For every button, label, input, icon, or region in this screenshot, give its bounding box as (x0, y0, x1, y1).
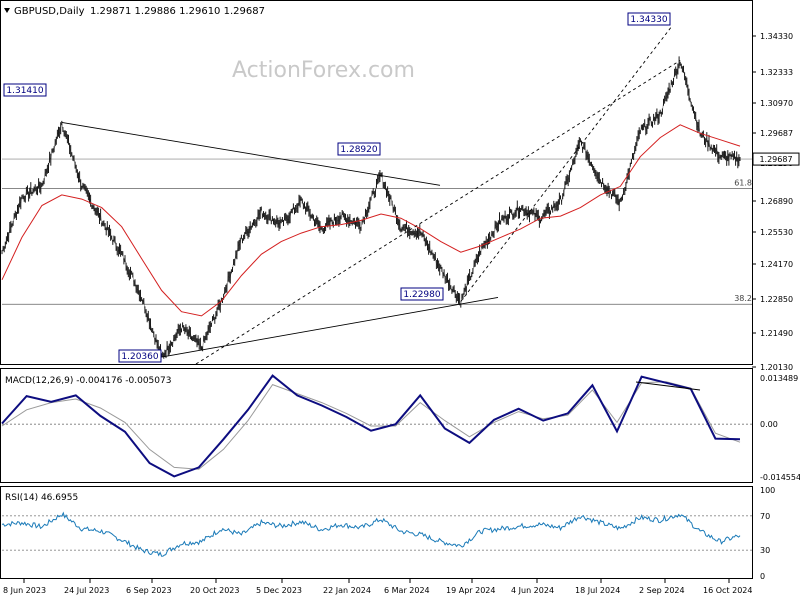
price-y-tick-label: 1.25530 (760, 228, 793, 237)
macd-divergence-line (635, 381, 701, 391)
x-tick-label: 8 Jun 2023 (3, 586, 46, 595)
moving-average-line (1, 124, 741, 317)
level-label-38.2: 38.2 (734, 294, 752, 303)
price-y-tick-label: 1.26890 (760, 197, 793, 206)
watermark: ActionForex.com (232, 58, 415, 83)
x-tick-label: 18 Jul 2024 (575, 586, 620, 595)
macd-line (1, 374, 741, 478)
channel-line-lower (460, 25, 673, 302)
annotation-label-1.28920: 1.28920 (340, 145, 377, 155)
price-y-tick-label: 1.21490 (760, 329, 793, 338)
x-tick-label: 24 Jul 2023 (64, 586, 109, 595)
annotation-box-1.20360 (118, 349, 162, 363)
level-label-61.8: 61.8 (734, 179, 752, 188)
macd-layer: MACD(12,26,9) -0.004176 -0.005073 (1, 374, 752, 478)
timeframe-label: ,Daily (56, 6, 85, 17)
x-tick-label: 5 Dec 2023 (256, 586, 302, 595)
x-tick-label: 16 Oct 2024 (703, 586, 752, 595)
ohlc-label: 1.29871 1.29886 1.29610 1.29687 (90, 6, 265, 17)
price-y-tick-label: 1.29687 (760, 129, 793, 138)
rsi-panel-frame (0, 486, 753, 579)
price-y-tick-label: 1.24170 (760, 260, 793, 269)
x-tick-label: 22 Jan 2024 (323, 586, 371, 595)
rsi-y-tick-label: 100 (760, 486, 775, 495)
x-tick-label: 6 Mar 2024 (384, 586, 430, 595)
symbol-label: GBPUSD (14, 6, 56, 17)
annotation-label-1.34330: 1.34330 (630, 15, 667, 25)
rsi-y-tick-label: 70 (760, 512, 770, 521)
annotation-label-1.31410: 1.31410 (6, 86, 43, 96)
price-y-tick-label: 1.34330 (760, 32, 793, 41)
current-price-tag-label: 1.29687 (759, 155, 792, 164)
price-line (1, 61, 741, 357)
x-tick-label: 19 Apr 2024 (446, 586, 495, 595)
annotation-label-1.20360: 1.20360 (121, 352, 158, 362)
rsi-layer: RSI(14) 46.6955 (1, 493, 752, 557)
collapse-triangle-icon[interactable] (4, 8, 10, 13)
price-y-tick-label: 1.20130 (760, 363, 793, 372)
rsi-y-tick-label: 30 (760, 546, 770, 555)
x-tick-label: 20 Oct 2023 (190, 586, 239, 595)
channel-line-upper (195, 60, 681, 365)
annotation-label-1.22980: 1.22980 (403, 290, 440, 300)
macd-y-tick-label: 0.013489 (760, 374, 798, 383)
price-layer: 61.8 38.2 1.31410 1.28920 1.34330 1.22980 1.20… (1, 12, 752, 365)
rsi-line (1, 511, 741, 557)
price-y-tick-label: 1.30970 (760, 99, 793, 108)
annotation-box-1.31410 (3, 83, 47, 97)
x-tick-label: 4 Jun 2024 (511, 586, 554, 595)
chart-header: GBPUSD ,Daily 1.29871 1.29886 1.29610 1.… (4, 6, 265, 17)
trendline-lower (161, 297, 499, 358)
x-tick-label: 2 Sep 2024 (639, 586, 685, 595)
axis-layer: 1.343301.323331.309701.296871.282501.268… (3, 32, 800, 595)
rsi-title: RSI(14) 46.6955 (5, 493, 78, 503)
macd-title: MACD(12,26,9) -0.004176 -0.005073 (5, 376, 171, 386)
annotation-box-1.34330 (627, 12, 671, 26)
annotation-box-1.28920 (337, 142, 381, 156)
rsi-y-tick-label: 0 (760, 572, 765, 581)
macd-signal-line (1, 381, 741, 470)
macd-y-tick-label: 0.00 (760, 420, 778, 429)
price-y-tick-label: 1.32333 (760, 68, 793, 77)
x-tick-label: 6 Sep 2023 (126, 586, 172, 595)
trendline-upper (61, 122, 441, 186)
current-price-tag (752, 152, 800, 166)
annotation-box-1.22980 (400, 287, 444, 301)
macd-y-tick-label: -0.014554 (760, 473, 800, 482)
price-y-tick-label: 1.22850 (760, 295, 793, 304)
